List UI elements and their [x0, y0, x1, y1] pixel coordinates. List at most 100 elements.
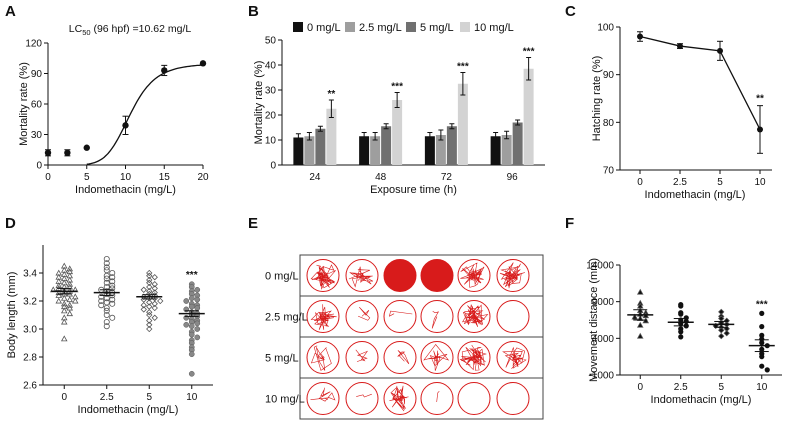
chart-d-point — [109, 274, 116, 281]
chart-f-point — [759, 354, 765, 360]
panel-e-track — [397, 350, 410, 365]
chart-a-xtick-label: 20 — [197, 172, 209, 183]
chart-b-bar — [435, 135, 446, 165]
chart-d-point — [188, 351, 195, 358]
chart-b-bar — [490, 136, 501, 165]
chart-d-point — [140, 286, 147, 293]
chart-b-xtick-label: 96 — [507, 172, 519, 183]
chart-f-point — [764, 367, 770, 373]
chart-c-ytick-label: 90 — [603, 70, 615, 81]
chart-b-xtick-label: 24 — [309, 172, 321, 183]
chart-b-significance: *** — [457, 62, 469, 73]
chart-d-point — [103, 299, 110, 306]
panel-label-e: E — [248, 215, 258, 232]
chart-d-point — [194, 296, 201, 303]
chart-d-point — [103, 260, 110, 267]
chart-f-ytick-label: -1000 — [588, 371, 614, 382]
chart-d-point — [66, 296, 74, 303]
chart-c-point — [757, 126, 763, 133]
chart-d-point — [66, 280, 74, 287]
chart-d-point — [103, 279, 110, 286]
panel-e-track — [357, 306, 371, 321]
chart-d-point — [109, 296, 116, 303]
chart-a-ylabel: Mortality rate (%) — [18, 62, 30, 146]
chart-d-point — [157, 297, 164, 305]
panel-label-b: B — [248, 3, 259, 20]
chart-d-point — [183, 321, 190, 328]
chart-d-point — [183, 298, 190, 304]
chart-a-xtick-label: 0 — [45, 172, 51, 183]
chart-d-ytick-label: 3.4 — [23, 269, 37, 280]
chart-d-point — [151, 314, 158, 321]
panel-e-well — [383, 259, 417, 292]
chart-f-point — [759, 310, 765, 316]
chart-a-fit-curve — [86, 64, 204, 165]
chart-a-xtick-label: 5 — [84, 172, 90, 183]
chart-d-point — [146, 299, 153, 306]
chart-d-point — [60, 307, 68, 314]
chart-c-ytick-label: 100 — [597, 23, 614, 34]
chart-b-ylabel: Mortality rate (%) — [253, 61, 265, 145]
chart-d-point — [146, 325, 153, 333]
panel-e-row-label: 0 mg/L — [265, 271, 299, 283]
chart-a-xtick-label: 10 — [120, 172, 132, 183]
chart-f-ytick-label: 4000 — [592, 334, 615, 345]
chart-b-xlabel: Exposure time (h) — [370, 184, 457, 196]
chart-d-point — [60, 335, 68, 342]
chart-b-ytick-label: 30 — [265, 86, 277, 97]
chart-f-ytick-label: 9000 — [592, 297, 615, 308]
chart-d-point — [146, 272, 153, 279]
chart-b-legend-swatch — [345, 22, 355, 32]
chart-a-title-rest: (96 hpf) =10.62 mg/L — [91, 23, 192, 35]
chart-b-xtick-label: 72 — [441, 172, 453, 183]
chart-b-legend-label: 10 mg/L — [474, 22, 514, 34]
chart-a-point — [83, 144, 90, 151]
panel-e-well — [496, 382, 530, 415]
chart-a-ytick-label: 30 — [31, 130, 43, 141]
panel-e-well — [383, 300, 417, 333]
panel-label-c: C — [565, 3, 576, 20]
chart-d-point — [146, 276, 153, 284]
chart-d-point — [151, 281, 158, 288]
chart-d-point — [103, 275, 110, 282]
chart-d-point — [103, 311, 110, 318]
chart-f-ylabel: Movement distance (mm) — [588, 258, 600, 382]
chart-d-xtick-label: 2.5 — [100, 392, 114, 403]
chart-b-legend-label: 0 mg/L — [307, 22, 341, 34]
panel-e-track — [310, 304, 337, 331]
chart-f-point — [683, 315, 689, 321]
chart-b-ytick-label: 0 — [270, 161, 276, 172]
chart-d-point — [66, 304, 74, 311]
chart-d-point — [194, 326, 201, 332]
chart-d-point — [103, 264, 110, 271]
panel-label-f: F — [565, 215, 574, 232]
chart-d-xtick-label: 0 — [61, 392, 67, 403]
chart-a: 0 30 60 90 120 0 5 10 15 20 Indomethacin (mg/L) Mor… — [18, 39, 209, 197]
chart-d-xtick-label: 10 — [186, 392, 198, 403]
chart-d-point — [103, 304, 110, 311]
chart-f-significance: *** — [756, 299, 768, 310]
chart-a-ytick-label: 120 — [25, 39, 42, 50]
chart-b: 0 10 20 30 40 50 24 ** 48 *** 72 *** 96 *** Exposure t… — [253, 22, 545, 196]
chart-d-point — [140, 306, 147, 313]
chart-a-ytick-label: 90 — [31, 69, 43, 80]
chart-f-xtick-label: 2.5 — [674, 382, 688, 393]
chart-d: 2.6 2.8 3.0 3.2 3.4 0 2.5 5 10 *** Indomethacin (m… — [6, 245, 213, 416]
chart-d-significance: *** — [186, 270, 198, 281]
chart-d-point — [151, 304, 158, 312]
chart-d-point — [55, 289, 63, 296]
chart-b-significance: ** — [327, 89, 335, 100]
panel-e-track — [348, 266, 374, 288]
chart-b-bar — [370, 136, 381, 165]
chart-b-xtick-label: 48 — [375, 172, 387, 183]
chart-d-point — [98, 293, 105, 300]
chart-c-xtick-label: 5 — [717, 177, 723, 188]
chart-b-ytick-label: 50 — [265, 36, 277, 47]
panel-e-well — [420, 259, 454, 292]
chart-f-point — [631, 313, 639, 320]
chart-b-bar — [446, 126, 457, 165]
chart-f-point — [678, 329, 684, 335]
chart-d-point — [140, 302, 147, 309]
chart-c-point — [717, 47, 723, 54]
chart-d-point — [103, 255, 110, 262]
